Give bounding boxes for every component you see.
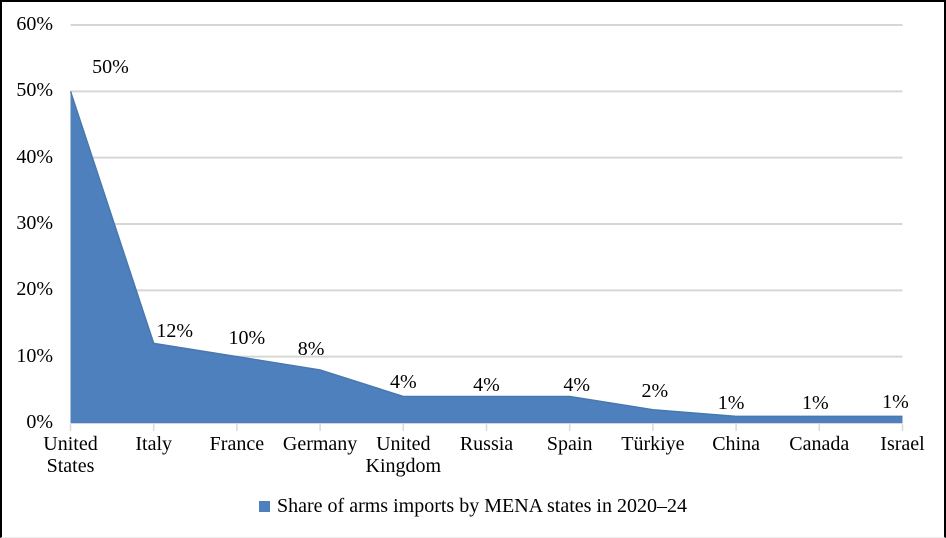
- data-label: 50%: [92, 56, 129, 79]
- category-label: China: [712, 433, 760, 455]
- data-label: 8%: [297, 337, 325, 360]
- y-axis-tick-label: 20%: [16, 278, 53, 301]
- y-axis-tick-label: 0%: [26, 411, 53, 433]
- data-label: 4%: [473, 374, 500, 397]
- data-label: 2%: [641, 379, 669, 402]
- legend: Share of arms imports by MENA states in …: [2, 494, 944, 518]
- category-label: United Kingdom: [365, 433, 442, 477]
- data-label: 1%: [801, 392, 829, 415]
- data-label: 1%: [882, 391, 909, 414]
- y-axis-tick-label: 10%: [16, 344, 53, 367]
- y-axis-tick-label: 50%: [16, 79, 53, 102]
- category-label: United States: [43, 433, 98, 477]
- data-label: 10%: [228, 326, 266, 349]
- category-label: Italy: [135, 433, 173, 455]
- data-label: 4%: [563, 374, 591, 397]
- area-series: [70, 91, 903, 423]
- category-label: Israel: [880, 433, 925, 455]
- category-label: France: [209, 433, 265, 455]
- data-label: 4%: [389, 371, 417, 394]
- data-label: 12%: [156, 320, 194, 343]
- legend-label: Share of arms imports by MENA states in …: [277, 495, 687, 517]
- legend-marker: [259, 500, 271, 512]
- category-label: Canada: [789, 433, 850, 455]
- category-label: Germany: [282, 433, 358, 455]
- y-axis-tick-label: 40%: [16, 145, 53, 168]
- y-axis-tick-label: 60%: [16, 13, 53, 35]
- category-label: Spain: [546, 433, 593, 455]
- area-series-edge: [69, 91, 903, 418]
- category-label: Türkiye: [621, 433, 685, 455]
- category-label: Russia: [459, 433, 514, 455]
- data-label: 1%: [717, 392, 745, 415]
- y-axis-tick-label: 30%: [16, 212, 53, 234]
